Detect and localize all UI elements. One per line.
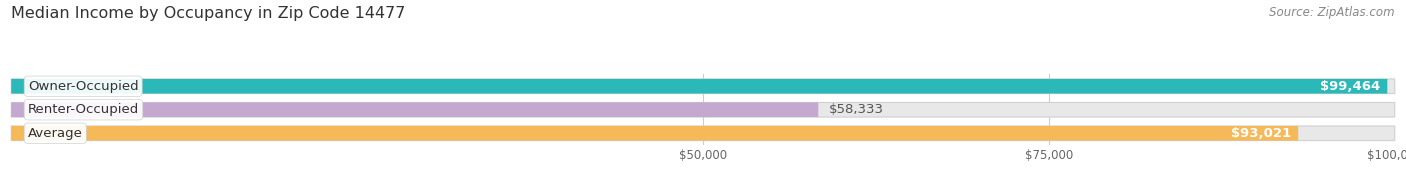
Text: Median Income by Occupancy in Zip Code 14477: Median Income by Occupancy in Zip Code 1… xyxy=(11,6,405,21)
Text: Owner-Occupied: Owner-Occupied xyxy=(28,80,138,93)
FancyBboxPatch shape xyxy=(11,79,1388,93)
Text: $99,464: $99,464 xyxy=(1320,80,1381,93)
Text: $58,333: $58,333 xyxy=(830,103,884,116)
Text: Average: Average xyxy=(28,127,83,140)
Text: $93,021: $93,021 xyxy=(1232,127,1291,140)
Text: Source: ZipAtlas.com: Source: ZipAtlas.com xyxy=(1270,6,1395,19)
FancyBboxPatch shape xyxy=(11,103,818,117)
Text: Renter-Occupied: Renter-Occupied xyxy=(28,103,139,116)
FancyBboxPatch shape xyxy=(11,126,1298,141)
FancyBboxPatch shape xyxy=(11,126,1395,141)
FancyBboxPatch shape xyxy=(11,103,1395,117)
FancyBboxPatch shape xyxy=(11,79,1395,93)
